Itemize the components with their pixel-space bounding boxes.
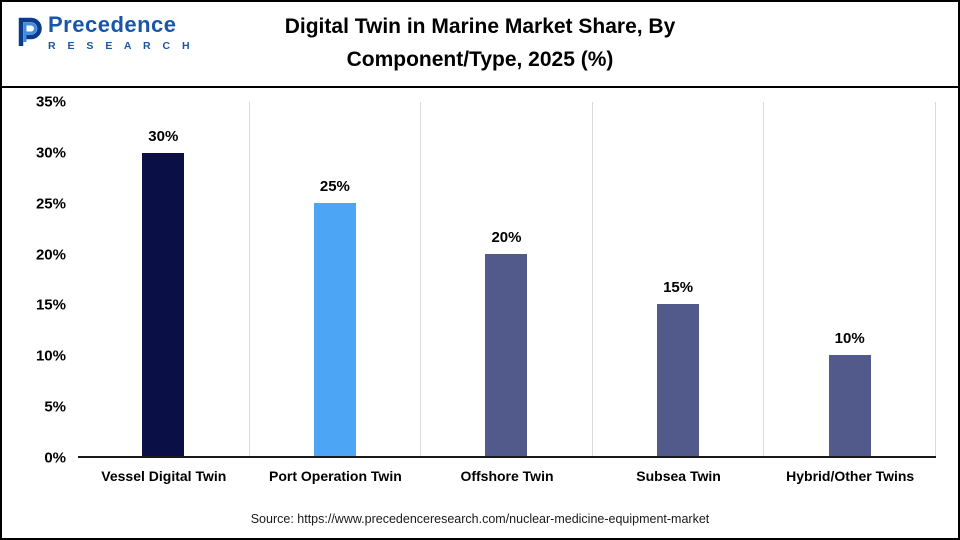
logo-text: Precedence R E S E A R C H (48, 14, 194, 52)
header: Precedence R E S E A R C H Digital Twin … (2, 2, 958, 88)
logo-subtitle: R E S E A R C H (48, 40, 195, 52)
y-tick-label: 0% (44, 449, 66, 467)
bar (828, 354, 871, 456)
y-tick-label: 25% (35, 195, 66, 213)
y-tick-label: 15% (35, 296, 66, 314)
x-category-label: Port Operation Twin (269, 468, 402, 484)
x-category-label: Offshore Twin (460, 468, 554, 484)
category-cell: 10% (764, 102, 936, 456)
bar (142, 152, 185, 456)
axis-row: 0% 5% 10% 15% 20% 25% 30% 35% 30% 25% 20% 15% 10% (14, 95, 936, 466)
bar-value-label: 10% (834, 329, 865, 347)
bar (657, 304, 700, 456)
chart-title-line-2: Component/Type, 2025 (%) (346, 47, 614, 71)
y-tick-label: 20% (35, 246, 66, 264)
x-axis-labels: Vessel Digital Twin Port Operation Twin Of… (78, 458, 936, 484)
y-tick-label: 5% (44, 398, 66, 416)
source-text: Source: https://www.precedenceresearch.c… (250, 512, 710, 526)
logo-name: Precedence (48, 12, 177, 37)
precedence-logo-icon (16, 16, 42, 53)
chart-title-line-1: Digital Twin in Marine Market Share, By (284, 15, 676, 38)
y-axis: 0% 5% 10% 15% 20% 25% 30% 35% (14, 95, 78, 466)
y-tick-label: 30% (35, 144, 66, 162)
x-category-label: Subsea Twin (636, 468, 721, 484)
precedence-research-logo: Precedence R E S E A R C H (16, 14, 194, 53)
bar-value-label: 20% (491, 228, 522, 246)
category-cell: 25% (250, 102, 422, 456)
y-tick-label: 35% (35, 93, 66, 111)
bar (313, 203, 356, 456)
category-cell: 20% (421, 102, 593, 456)
category-cell: 15% (593, 102, 765, 456)
bar-value-label: 15% (663, 279, 694, 297)
x-category-label: Vessel Digital Twin (101, 468, 227, 484)
y-tick-label: 10% (35, 347, 66, 365)
chart-region: 0% 5% 10% 15% 20% 25% 30% 35% 30% 25% 20% 15% 10% V… (2, 88, 958, 498)
bar (485, 253, 528, 456)
x-category-label: Hybrid/Other Twins (786, 468, 915, 484)
category-cell: 30% (78, 102, 250, 456)
chart-title: Digital Twin in Marine Market Share, By … (200, 11, 760, 76)
bar-value-label: 30% (148, 127, 179, 145)
plot-area: 30% 25% 20% 15% 10% (78, 102, 936, 458)
bar-value-label: 25% (319, 178, 350, 196)
